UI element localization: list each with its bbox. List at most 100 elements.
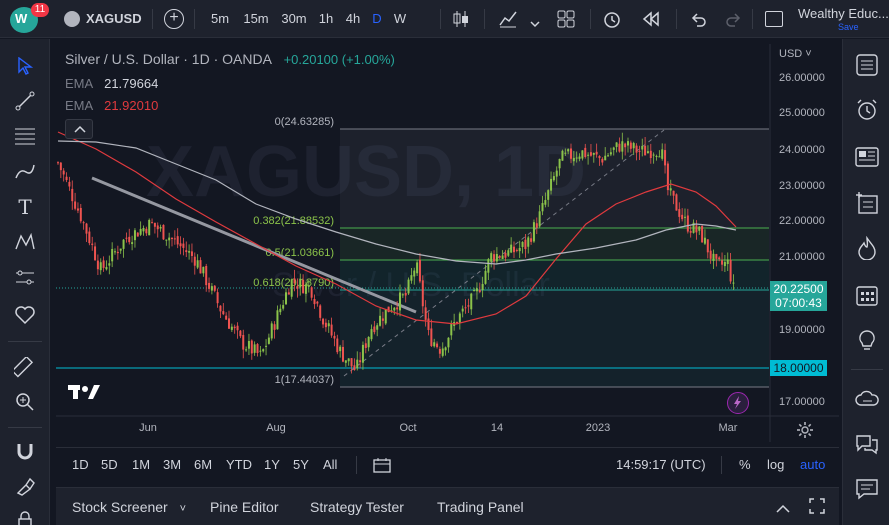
fullscreen-checkbox-icon[interactable] (765, 11, 783, 27)
lock-icon[interactable] (10, 505, 40, 525)
candle-body (598, 156, 601, 159)
save-button[interactable]: Save (838, 22, 859, 32)
replay-icon[interactable] (642, 11, 660, 27)
candle-body (247, 340, 250, 349)
currency-menu[interactable]: USD ˅ (779, 48, 812, 60)
candle-body (706, 239, 709, 253)
percent-scale-toggle[interactable]: % (739, 457, 751, 472)
interval-4h[interactable]: 4h (345, 11, 361, 26)
collapse-legend-button[interactable] (65, 119, 93, 139)
layout-grid-icon[interactable] (557, 10, 575, 28)
price-change: +0.20100 (+1.00%) (283, 52, 395, 67)
ruler-icon[interactable] (10, 353, 40, 383)
tab-stock-screener[interactable]: Stock Screener ˅ (72, 488, 186, 525)
chevron-down-icon[interactable] (530, 15, 540, 28)
price-chart[interactable]: XAGUSD, 1DSilver / U.S. Dollar0(24.63285… (56, 44, 839, 442)
candle-body (168, 237, 171, 241)
trend-line-icon[interactable] (10, 86, 40, 116)
range-5d[interactable]: 5D (101, 457, 118, 472)
candle-body (105, 267, 108, 270)
candle-body (310, 287, 313, 298)
layout-name[interactable]: Wealthy Educ... (798, 6, 888, 21)
ema-fast-legend[interactable]: EMA 21.79664 (65, 76, 158, 91)
range-6m[interactable]: 6M (194, 457, 213, 472)
alert-clock-icon[interactable] (602, 9, 622, 29)
candle-body (510, 244, 513, 253)
fib-level-label: 0.382(21.88532) (253, 215, 334, 227)
range-5y[interactable]: 5Y (293, 457, 309, 472)
interval-d[interactable]: D (372, 11, 382, 26)
tradingview-logo[interactable] (68, 383, 100, 401)
public-chat-icon[interactable] (851, 473, 883, 505)
lock-drawing-icon[interactable] (10, 471, 40, 501)
candle-body (470, 293, 473, 310)
legend-title[interactable]: Silver / U.S. Dollar · 1D · OANDA +0.201… (65, 51, 395, 67)
add-symbol-icon[interactable]: + (164, 9, 184, 29)
range-1y[interactable]: 1Y (264, 457, 280, 472)
candle-body (213, 285, 216, 291)
notification-badge[interactable]: 11 (31, 3, 49, 17)
candle-body (233, 326, 236, 329)
utc-clock[interactable]: 14:59:17 (UTC) (616, 457, 706, 472)
interval-5m[interactable]: 5m (210, 11, 230, 26)
pattern-icon[interactable] (10, 227, 40, 257)
candles-chart-type-icon[interactable] (452, 10, 470, 28)
watchlist-icon[interactable] (851, 49, 883, 81)
data-window-icon[interactable] (851, 187, 883, 219)
lightning-icon[interactable] (727, 392, 749, 414)
range-all[interactable]: All (323, 457, 338, 472)
candle-body (148, 219, 151, 236)
auto-scale-toggle[interactable]: auto (800, 457, 826, 472)
calendar-icon[interactable] (851, 279, 883, 311)
candle-body (604, 155, 607, 161)
chats-icon[interactable] (851, 428, 883, 460)
interval-30m[interactable]: 30m (281, 11, 307, 26)
candle-body (401, 294, 404, 296)
settings-gear-icon[interactable] (796, 421, 814, 439)
ema-slow-legend[interactable]: EMA 21.92010 (65, 98, 158, 113)
magnet-icon[interactable] (10, 436, 40, 466)
hotlist-fire-icon[interactable] (851, 232, 883, 264)
ema-slow-line (57, 140, 737, 265)
interval-w[interactable]: W (393, 11, 407, 26)
prediction-icon[interactable] (10, 263, 40, 293)
candle-body (242, 335, 245, 350)
candle-body (504, 253, 507, 258)
chevron-up-icon[interactable] (776, 501, 790, 513)
candle-body (379, 315, 382, 326)
range-3m[interactable]: 3M (163, 457, 182, 472)
undo-icon[interactable] (690, 11, 706, 27)
log-scale-toggle[interactable]: log (767, 457, 785, 472)
heart-icon[interactable] (10, 300, 40, 330)
alarm-clock-icon[interactable] (851, 94, 883, 126)
zoom-in-icon[interactable] (10, 387, 40, 417)
streams-cloud-icon[interactable] (851, 383, 883, 415)
candle-body (641, 145, 644, 150)
tab-pine-editor[interactable]: Pine Editor (210, 499, 279, 515)
ideas-lightbulb-icon[interactable] (851, 325, 883, 357)
candle-body (145, 228, 148, 234)
redo-icon[interactable] (726, 11, 742, 27)
candle-body (142, 228, 145, 232)
range-1d[interactable]: 1D (72, 457, 89, 472)
candle-body (723, 261, 726, 267)
interval-1h[interactable]: 1h (318, 11, 334, 26)
maximize-panel-icon[interactable] (809, 498, 825, 514)
range-ytd[interactable]: YTD (226, 457, 252, 472)
candle-body (367, 336, 370, 348)
news-icon[interactable] (851, 141, 883, 173)
range-1m[interactable]: 1M (132, 457, 151, 472)
cursor-icon[interactable] (10, 51, 40, 81)
chart-pane[interactable]: XAGUSD, 1DSilver / U.S. Dollar0(24.63285… (56, 44, 839, 442)
symbol-search-button[interactable]: XAGUSD (86, 11, 142, 26)
fib-retracement-icon[interactable] (10, 121, 40, 151)
tab-trading-panel[interactable]: Trading Panel (437, 499, 524, 515)
candle-body (102, 260, 105, 268)
tab-strategy-tester[interactable]: Strategy Tester (310, 499, 404, 515)
text-tool-icon[interactable]: T (18, 195, 32, 219)
candle-body (418, 259, 421, 282)
indicators-icon[interactable] (498, 9, 518, 29)
goto-date-icon[interactable] (373, 457, 391, 473)
brush-icon[interactable] (10, 157, 40, 187)
interval-15m[interactable]: 15m (243, 11, 269, 26)
